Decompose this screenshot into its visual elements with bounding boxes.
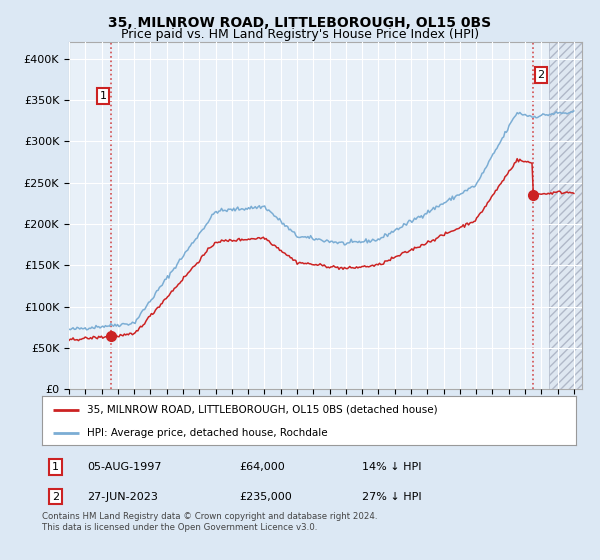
Text: £64,000: £64,000 xyxy=(239,462,286,472)
Bar xyxy=(550,42,582,389)
Text: 27% ↓ HPI: 27% ↓ HPI xyxy=(362,492,422,502)
Text: Contains HM Land Registry data © Crown copyright and database right 2024.
This d: Contains HM Land Registry data © Crown c… xyxy=(42,512,377,532)
Bar xyxy=(550,42,582,389)
Text: 35, MILNROW ROAD, LITTLEBOROUGH, OL15 0BS: 35, MILNROW ROAD, LITTLEBOROUGH, OL15 0B… xyxy=(109,16,491,30)
Text: 2: 2 xyxy=(52,492,59,502)
Text: 27-JUN-2023: 27-JUN-2023 xyxy=(88,492,158,502)
Text: 35, MILNROW ROAD, LITTLEBOROUGH, OL15 0BS (detached house): 35, MILNROW ROAD, LITTLEBOROUGH, OL15 0B… xyxy=(88,405,438,415)
Text: 05-AUG-1997: 05-AUG-1997 xyxy=(88,462,162,472)
Text: 2: 2 xyxy=(538,70,545,80)
Text: Price paid vs. HM Land Registry's House Price Index (HPI): Price paid vs. HM Land Registry's House … xyxy=(121,28,479,41)
Text: £235,000: £235,000 xyxy=(239,492,292,502)
Text: HPI: Average price, detached house, Rochdale: HPI: Average price, detached house, Roch… xyxy=(88,428,328,438)
Text: 1: 1 xyxy=(52,462,59,472)
Text: 1: 1 xyxy=(100,91,107,101)
Text: 14% ↓ HPI: 14% ↓ HPI xyxy=(362,462,422,472)
